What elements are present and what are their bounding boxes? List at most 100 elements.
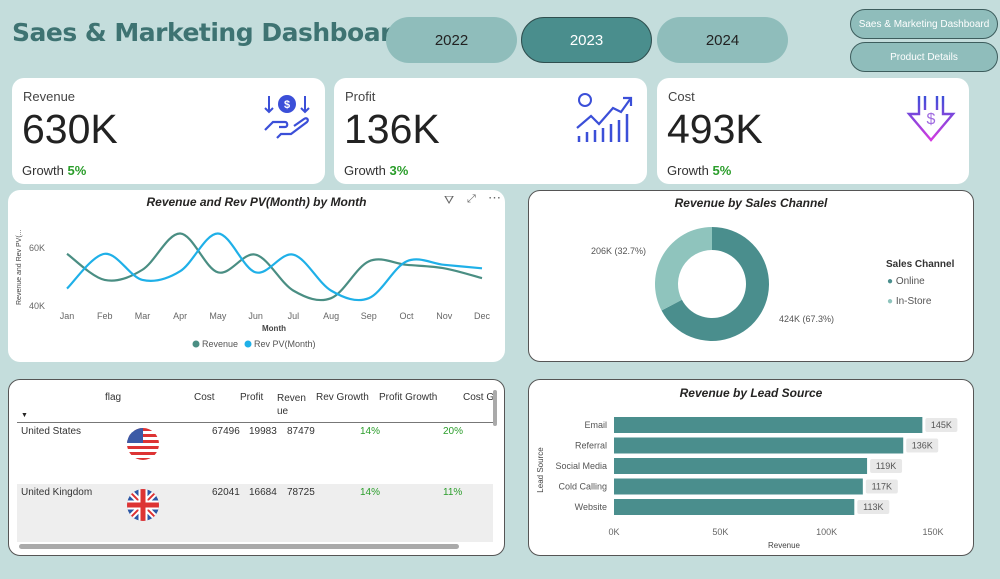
table-row[interactable]: United Kingdom 62041 16684 78725 14% 11% [17, 484, 493, 542]
bar [614, 417, 923, 433]
data-label-bg [865, 479, 898, 494]
column-header-rev-growth[interactable]: Rev Growth [316, 392, 369, 403]
cell-cost: 67496 [212, 426, 240, 437]
horizontal-scrollbar[interactable] [19, 544, 459, 549]
sort-arrow-icon[interactable]: ▼ [21, 412, 28, 419]
cell-profit-growth: 20% [443, 426, 464, 437]
kpi-value: 493K [667, 106, 763, 152]
data-label: 424K (67.3%) [779, 314, 834, 324]
x-tick-label: Jun [248, 311, 263, 321]
category-label: Social Media [555, 461, 607, 471]
kpi-value: 630K [22, 106, 118, 152]
legend-marker [244, 340, 252, 348]
year-button-2024[interactable]: 2024 [657, 17, 788, 63]
y-axis-title: Lead Source [536, 447, 545, 493]
data-label: 117K [872, 482, 892, 492]
x-tick-label: Sep [361, 311, 377, 321]
kpi-card-revenue: Revenue 630K Growth 5% $ [12, 78, 325, 184]
data-label-bg [870, 459, 903, 473]
series-line-1 [66, 232, 483, 302]
column-header-revenue[interactable]: Reven ue [277, 393, 306, 417]
bar [614, 478, 863, 495]
x-tick-label: Apr [173, 311, 187, 321]
donut-slice-online [661, 227, 769, 341]
cost-down-icon: $ [906, 96, 956, 142]
svg-text:$: $ [284, 99, 290, 111]
year-button-2022[interactable]: 2022 [386, 17, 517, 63]
kpi-label: Profit [345, 89, 376, 104]
y-tick-label: 40K [29, 301, 45, 311]
x-tick-label: Jan [60, 311, 75, 321]
legend-title: Sales Channel [886, 259, 955, 270]
line-chart-card: Revenue and Rev PV(Month) by Month ⛛ ⤢ ⋯… [8, 190, 505, 362]
kpi-growth: Growth 3% [344, 163, 409, 178]
kpi-card-cost: Cost 493K Growth 5% $ [657, 78, 969, 184]
legend-item-in-store[interactable]: ● In-Store [887, 296, 932, 307]
bar-chart: Email 145K Referral 136K Social Media 119K Col… [536, 417, 958, 550]
country-table: flag Cost Profit Reven ue Rev Growth Pro… [8, 379, 505, 556]
x-axis-title: Month [262, 324, 286, 333]
column-header-flag[interactable]: flag [105, 392, 122, 403]
kpi-label: Revenue [23, 89, 76, 104]
column-header-cost-growth[interactable]: Cost G [463, 392, 493, 403]
x-tick-label: 150K [922, 527, 943, 537]
y-tick-label: 60K [29, 243, 45, 253]
x-tick-label: Feb [97, 311, 113, 321]
data-label: 119K [876, 461, 896, 471]
vertical-scrollbar[interactable] [493, 390, 497, 426]
legend-item-online[interactable]: ● Online [887, 276, 925, 287]
kpi-growth: Growth 5% [22, 163, 87, 178]
table-row[interactable]: United States 67496 19983 87479 14% 20% [17, 423, 493, 483]
legend-label: Revenue [202, 339, 238, 349]
x-tick-label: May [209, 311, 227, 321]
cell-profit-growth: 11% [443, 487, 463, 498]
cell-profit: 19983 [249, 426, 277, 437]
kpi-value: 136K [344, 106, 440, 152]
column-header-profit[interactable]: Profit [240, 392, 264, 403]
data-label-bg [857, 500, 890, 514]
data-label: 113K [863, 502, 883, 512]
x-tick-label: Dec [474, 311, 491, 321]
column-header-profit-growth[interactable]: Profit Growth [379, 392, 438, 403]
category-label: Referral [575, 441, 607, 451]
category-label: Email [584, 420, 607, 430]
hand-money-icon: $ [264, 95, 310, 139]
x-tick-label: Nov [436, 311, 453, 321]
us-flag-icon [127, 428, 159, 460]
category-label: Website [575, 502, 607, 512]
page-title: Saes & Marketing Dashboard [12, 18, 410, 47]
cell-cost: 62041 [212, 487, 240, 498]
chart-title: Revenue by Lead Source [679, 386, 823, 400]
nav-dashboard-button[interactable]: Saes & Marketing Dashboard [850, 9, 998, 39]
bar [614, 437, 904, 454]
data-label-bg [906, 438, 939, 453]
year-button-2023[interactable]: 2023 [521, 17, 652, 63]
cell-revenue: 87479 [287, 426, 315, 437]
nav-product-details-button[interactable]: Product Details [850, 42, 998, 72]
data-label: 206K (32.7%) [591, 246, 646, 256]
data-label: 136K [912, 441, 933, 451]
chart-title: Revenue and Rev PV(Month) by Month [146, 195, 367, 209]
legend-marker [192, 340, 200, 348]
chart-title: Revenue by Sales Channel [674, 196, 828, 210]
line-chart: 40K 60K Jan Feb Mar Apr May Jun Jul Aug Sep Oct Nov D… [16, 229, 491, 349]
bar-chart-card: Revenue by Lead Source Email 145K Referral… [528, 379, 974, 556]
kpi-card-profit: Profit 136K Growth 3% [334, 78, 647, 184]
donut-chart-card: Revenue by Sales Channel 424K (67.3%) 206… [528, 190, 974, 362]
filter-icon[interactable]: ⛛ [444, 193, 455, 207]
x-tick-label: Jul [288, 311, 300, 321]
series-line-0 [66, 232, 483, 302]
more-options-icon[interactable]: ⋯ [488, 190, 501, 205]
donut-slice-in-store [655, 227, 712, 311]
data-label: 145K [931, 420, 952, 430]
cell-profit: 16684 [249, 487, 277, 498]
column-header-cost[interactable]: Cost [194, 392, 215, 403]
focus-mode-icon[interactable]: ⤢ [467, 193, 476, 205]
cell-country: United States [21, 426, 82, 437]
kpi-label: Cost [668, 89, 695, 104]
bar [614, 458, 868, 474]
y-axis-title: Revenue and Rev PV(... [16, 229, 23, 305]
data-label-bg [925, 418, 958, 432]
growth-chart-icon [576, 93, 633, 142]
x-tick-label: 50K [712, 527, 728, 537]
